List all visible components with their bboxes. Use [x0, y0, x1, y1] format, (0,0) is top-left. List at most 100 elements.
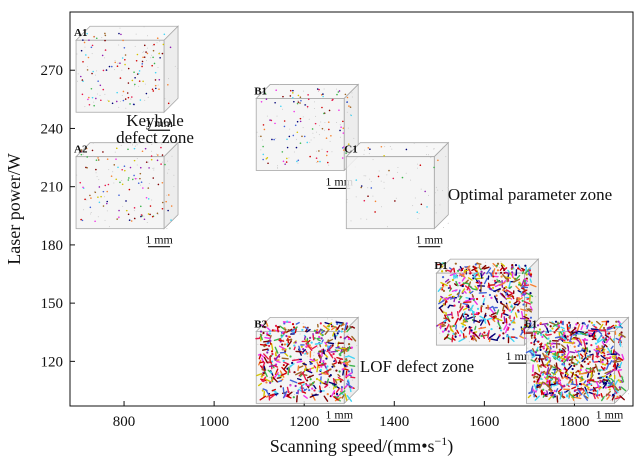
defect-particle	[286, 157, 288, 160]
defect-particle	[518, 282, 522, 285]
defect-particle	[294, 328, 297, 334]
defect-particle	[453, 267, 456, 273]
defect-particle	[287, 337, 290, 344]
defect-particle	[528, 308, 533, 311]
defect-particle	[473, 268, 478, 274]
cube-texture-dot	[499, 273, 501, 275]
defect-particle	[283, 120, 286, 122]
cube-texture-dot	[347, 333, 349, 335]
defect-particle	[91, 44, 94, 47]
cube-texture-dot	[140, 111, 142, 113]
defect-particle	[471, 293, 475, 298]
defect-particle	[141, 63, 144, 65]
defect-particle	[556, 351, 560, 360]
sample-d1: D11 mm	[434, 258, 540, 364]
defect-particle	[507, 292, 514, 297]
defect-particle	[93, 35, 95, 38]
defect-particle	[122, 90, 125, 93]
defect-particle	[617, 379, 620, 382]
defect-particle	[566, 383, 569, 386]
defect-particle	[307, 342, 310, 345]
defect-particle	[129, 103, 131, 105]
defect-particle	[341, 368, 344, 371]
defect-particle	[583, 338, 587, 341]
cube-texture-dot	[527, 347, 529, 349]
defect-particle	[609, 337, 615, 343]
defect-particle	[302, 391, 307, 394]
defect-particle	[607, 347, 612, 354]
defect-particle	[541, 322, 548, 326]
defect-particle	[167, 83, 169, 86]
defect-particle	[335, 321, 344, 324]
cube-texture-dot	[293, 358, 295, 360]
defect-particle	[321, 127, 324, 130]
cube-texture-dot	[96, 176, 98, 178]
defect-particle	[545, 358, 548, 361]
defect-particle	[542, 352, 547, 360]
defect-particle	[269, 381, 272, 384]
defect-particle	[487, 329, 490, 338]
defect-particle	[350, 114, 352, 117]
cube-texture-dot	[417, 218, 419, 220]
defect-particle	[106, 190, 109, 193]
defect-particle	[517, 297, 520, 300]
defect-particle	[127, 96, 130, 99]
defect-particle	[319, 322, 322, 325]
defect-particle	[337, 373, 341, 378]
defect-particle	[508, 309, 512, 312]
defect-particle	[319, 350, 322, 353]
cube-texture-dot	[356, 345, 358, 347]
defect-particle	[546, 342, 549, 345]
defect-particle	[124, 58, 126, 61]
defect-particle	[83, 41, 86, 44]
defect-particle	[141, 60, 144, 63]
cube-texture-dot	[339, 124, 341, 126]
defect-particle	[464, 335, 468, 338]
defect-particle	[569, 377, 572, 380]
defect-particle	[367, 195, 369, 197]
defect-particle	[541, 335, 544, 339]
cube-texture-dot	[136, 178, 138, 180]
defect-particle	[167, 209, 169, 212]
defect-particle	[475, 297, 479, 301]
defect-particle	[264, 320, 267, 323]
defect-particle	[377, 175, 380, 178]
cube-texture-dot	[372, 159, 374, 161]
defect-particle	[449, 284, 452, 290]
defect-particle	[555, 362, 558, 369]
defect-particle	[590, 343, 593, 347]
defect-particle	[618, 386, 621, 389]
defect-particle	[576, 385, 579, 388]
defect-particle	[150, 158, 153, 161]
defect-particle	[494, 272, 498, 275]
defect-particle	[259, 333, 263, 341]
defect-particle	[590, 321, 593, 324]
defect-particle	[316, 160, 319, 163]
defect-particle	[339, 390, 346, 396]
defect-particle	[541, 373, 545, 376]
defect-particle	[311, 345, 318, 350]
defect-particle	[510, 319, 515, 324]
defect-particle	[263, 340, 271, 343]
defect-particle	[602, 336, 605, 339]
defect-particle	[106, 158, 109, 160]
defect-particle	[118, 32, 120, 35]
defect-particle	[501, 293, 506, 298]
defect-particle	[133, 103, 135, 106]
defect-particle	[529, 322, 532, 325]
cube-texture-dot	[590, 358, 592, 360]
defect-particle	[299, 117, 302, 120]
defect-particle	[322, 95, 324, 98]
defect-particle	[298, 345, 301, 351]
defect-particle	[292, 89, 294, 92]
defect-particle	[555, 381, 559, 385]
cube-texture-dot	[548, 336, 550, 338]
defect-particle	[324, 344, 328, 347]
defect-particle	[576, 388, 583, 396]
defect-particle	[534, 357, 538, 362]
cube-texture-dot	[132, 144, 134, 146]
defect-particle	[348, 105, 350, 107]
defect-particle	[526, 325, 529, 328]
